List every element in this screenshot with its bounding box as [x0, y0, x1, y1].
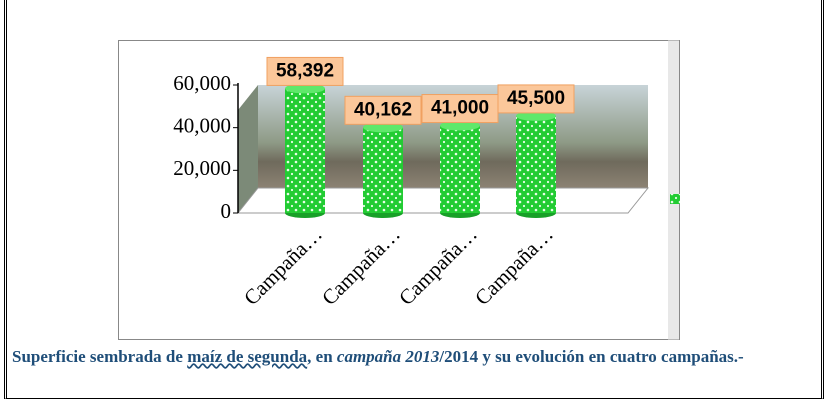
value-label: 58,392	[276, 60, 334, 81]
caption-text: maíz de segunda	[187, 347, 308, 366]
value-label-box	[344, 95, 422, 125]
y-tick-label: 0	[221, 199, 232, 223]
chart: 0 20,000 40,000 60,000 58,392 40,162 41,000 45,…	[118, 40, 680, 340]
caption-text: Superficie sembrada de	[12, 347, 188, 366]
caption: Superficie sembrada de maíz de segunda, …	[12, 344, 812, 369]
value-label-box	[421, 94, 499, 124]
caption-text: campaña 2013	[336, 347, 440, 366]
caption-text: , en	[307, 347, 337, 366]
bar	[285, 88, 325, 213]
y-tick-label: 40,000	[173, 113, 231, 137]
value-label: 45,500	[507, 88, 565, 109]
bar	[516, 115, 556, 213]
bar	[440, 125, 480, 213]
y-tick-label: 60,000	[173, 71, 231, 95]
chart-edge	[668, 40, 679, 340]
value-label-box	[497, 84, 575, 114]
value-label-box	[266, 56, 344, 86]
value-label: 40,162	[354, 99, 412, 120]
side-wall	[238, 85, 258, 213]
caption-text: /2014 y su evolución en cuatro campañas.…	[439, 347, 744, 366]
bar	[363, 127, 403, 213]
document-frame	[4, 0, 824, 399]
legend-swatch	[670, 194, 680, 204]
y-tick-label: 20,000	[173, 156, 231, 180]
value-label: 41,000	[431, 98, 489, 119]
bar-cap	[285, 83, 325, 94]
